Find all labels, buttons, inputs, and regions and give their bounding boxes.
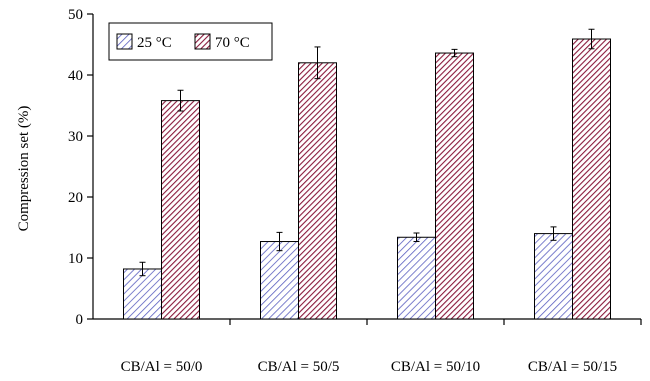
bar xyxy=(260,241,299,320)
y-tick-label: 40 xyxy=(68,68,83,84)
y-tick-label: 30 xyxy=(68,129,83,145)
bars xyxy=(123,38,611,320)
y-tick-label: 20 xyxy=(68,190,83,206)
legend-swatch xyxy=(116,33,133,50)
bar xyxy=(572,38,611,320)
bar xyxy=(435,52,474,320)
bar xyxy=(397,236,436,320)
y-tick-label: 10 xyxy=(68,251,83,267)
bar xyxy=(161,100,200,320)
labels: 0 10 20 30 40 50 Compression set (%) CB/Al = 50… xyxy=(16,7,617,375)
legend: 25 °C 70 °C xyxy=(108,22,273,61)
x-tick-label: CB/Al = 50/5 xyxy=(258,359,340,375)
legend-label: 70 °C xyxy=(215,35,250,51)
bar xyxy=(534,233,573,320)
x-tick-label: CB/Al = 50/15 xyxy=(528,359,617,375)
bar xyxy=(298,62,337,320)
y-axis-title: Compression set (%) xyxy=(16,106,32,232)
legend-box xyxy=(108,22,273,61)
y-tick-label: 50 xyxy=(68,7,83,23)
x-tick-label: CB/Al = 50/10 xyxy=(391,359,480,375)
y-tick-label: 0 xyxy=(76,312,84,328)
error-bars xyxy=(139,28,595,277)
legend-swatch xyxy=(194,33,211,50)
x-tick-label: CB/Al = 50/0 xyxy=(121,359,203,375)
bar xyxy=(123,268,162,320)
legend-label: 25 °C xyxy=(137,35,172,51)
